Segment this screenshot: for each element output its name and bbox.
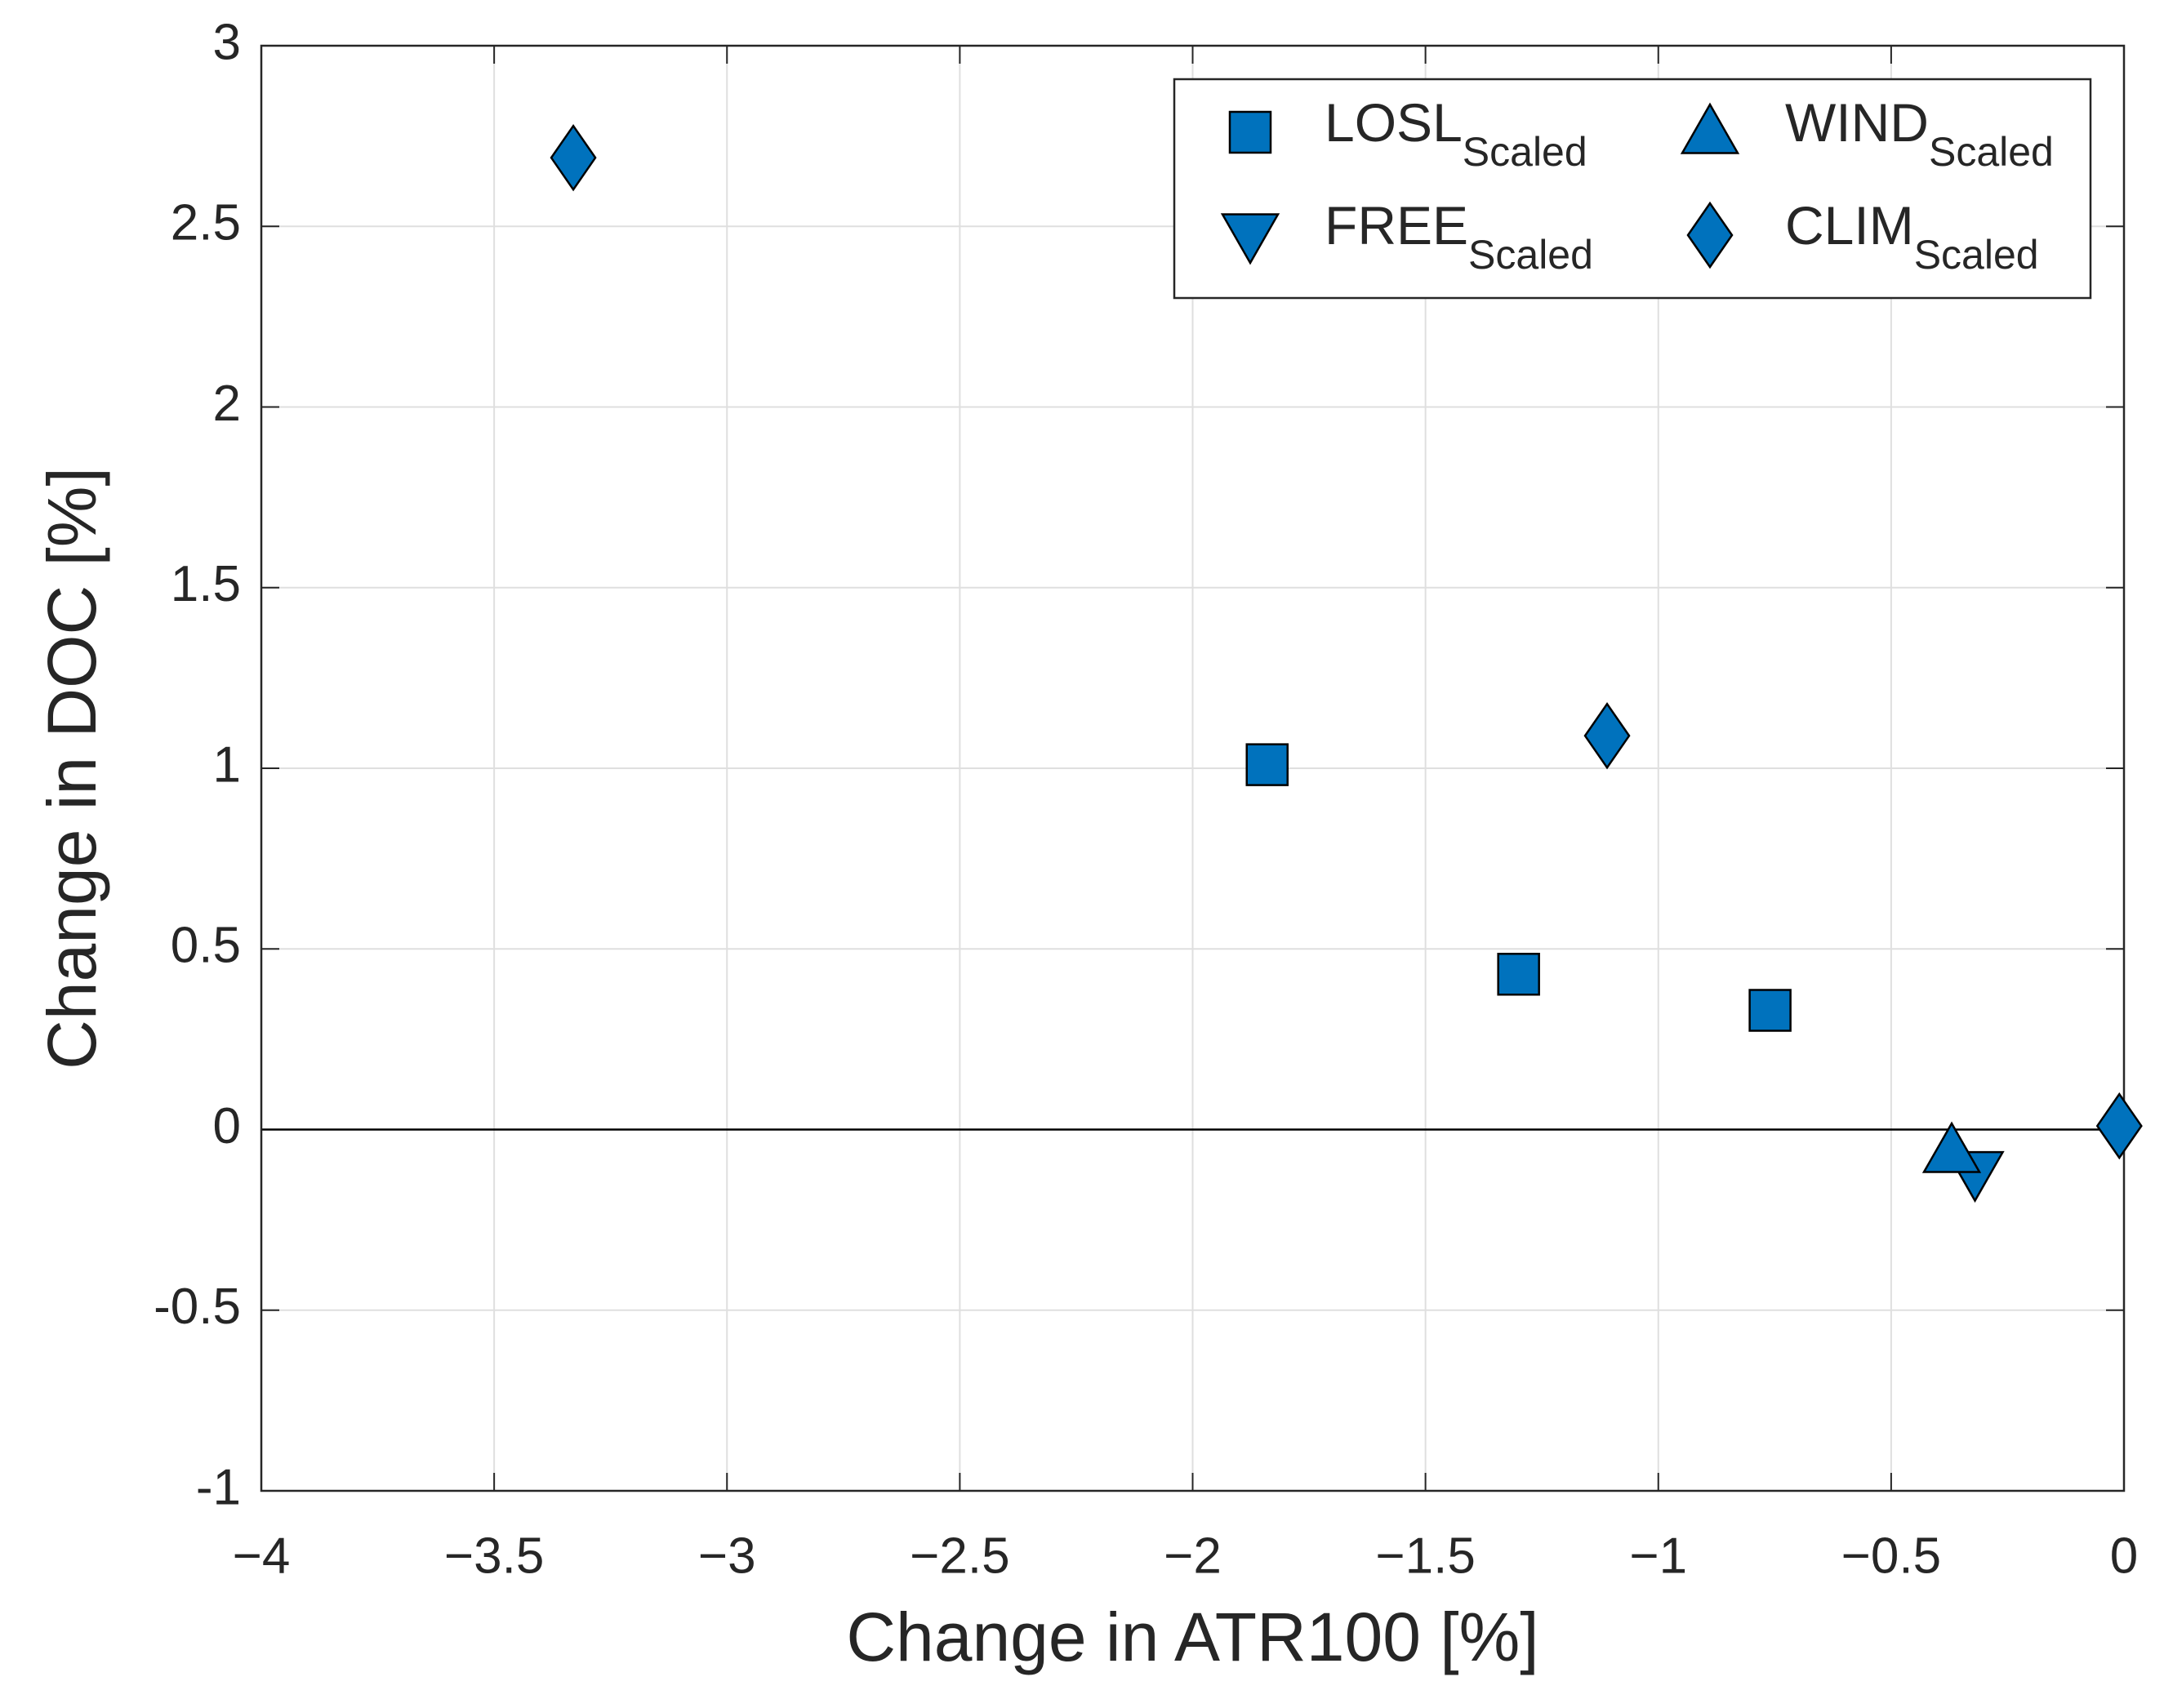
y-tick-label: -1 bbox=[196, 1459, 241, 1515]
legend-marker bbox=[1680, 102, 1740, 154]
legend-name: WIND bbox=[1785, 92, 1929, 153]
y-tick-label: 1.5 bbox=[171, 556, 241, 612]
x-axis-label: Change in ATR100 [%] bbox=[846, 1599, 1538, 1675]
legend-entry: WINDScaled bbox=[1785, 92, 2054, 175]
data-point bbox=[550, 123, 597, 192]
y-tick-label: 0.5 bbox=[171, 918, 241, 974]
y-tick-label: 3 bbox=[213, 14, 241, 70]
y-tick-label: -0.5 bbox=[154, 1279, 241, 1335]
data-point bbox=[1497, 952, 1540, 996]
x-tick-label: −4 bbox=[233, 1528, 291, 1584]
legend-marker bbox=[1686, 201, 1734, 269]
axes-box bbox=[260, 44, 2126, 1492]
y-tick-label: 2.5 bbox=[171, 195, 241, 251]
x-tick-label: −0.5 bbox=[1841, 1528, 1941, 1584]
x-tick-label: −2.5 bbox=[910, 1528, 1009, 1584]
legend-subscript: Scaled bbox=[1468, 232, 1593, 278]
legend-entry: CLIMScaled bbox=[1785, 195, 2039, 278]
data-point bbox=[1748, 989, 1792, 1032]
legend-marker bbox=[1220, 213, 1280, 265]
legend-marker bbox=[1228, 110, 1272, 154]
legend-subscript: Scaled bbox=[1463, 129, 1587, 175]
x-tick-label: −1 bbox=[1629, 1528, 1687, 1584]
y-tick-label: 2 bbox=[213, 376, 241, 432]
legend-subscript: Scaled bbox=[1914, 232, 2039, 278]
x-tick-label: −2 bbox=[1164, 1528, 1222, 1584]
data-point bbox=[2095, 1092, 2143, 1160]
x-tick-label: −3.5 bbox=[444, 1528, 544, 1584]
x-tick-label: 0 bbox=[2110, 1528, 2138, 1584]
x-tick-label: −3 bbox=[698, 1528, 756, 1584]
y-tick-label: 0 bbox=[213, 1098, 241, 1154]
x-tick-label: −1.5 bbox=[1375, 1528, 1475, 1584]
legend-subscript: Scaled bbox=[1929, 129, 2054, 175]
y-tick-label: 1 bbox=[213, 736, 241, 793]
legend-entry: LOSLScaled bbox=[1325, 92, 1587, 175]
data-point bbox=[1921, 1121, 1982, 1173]
data-point bbox=[1245, 743, 1289, 786]
data-point bbox=[1583, 701, 1631, 770]
legend-entry: FREEScaled bbox=[1325, 195, 1593, 278]
legend-name: LOSL bbox=[1325, 92, 1463, 153]
legend-box bbox=[1173, 78, 2092, 300]
legend-name: FREE bbox=[1325, 195, 1468, 256]
legend-name: CLIM bbox=[1785, 195, 1914, 256]
y-axis-label: Change in DOC [%] bbox=[33, 467, 110, 1070]
